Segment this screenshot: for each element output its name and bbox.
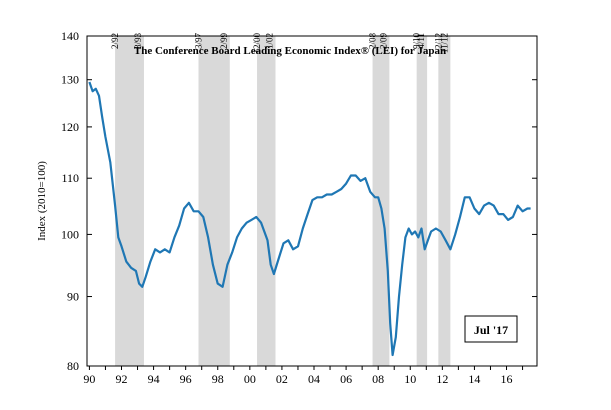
date-badge-box: [464, 315, 518, 343]
recession-date-label: 9/10: [412, 33, 422, 50]
chart-title: The Conference Board Leading Economic In…: [134, 45, 446, 57]
plot-frame: [86, 35, 538, 367]
x-tick-label: 06: [340, 372, 352, 386]
recession-date-label: 4/11: [416, 33, 426, 49]
x-tick-label: 96: [180, 372, 192, 386]
x-tick-label: 00: [244, 372, 256, 386]
date-badge-text: Jul '17: [474, 323, 508, 337]
recession-date-label: 2/08: [368, 33, 378, 50]
recession-band: [438, 36, 451, 366]
recession-band: [416, 36, 428, 366]
recession-bands: [115, 36, 451, 366]
x-tick-label: 94: [148, 372, 160, 386]
y-tick-label: 90: [67, 290, 79, 304]
recession-date-label: 2/09: [378, 33, 388, 50]
recession-date-label: 1/02: [265, 33, 275, 49]
recession-band: [115, 36, 144, 366]
x-tick-label: 16: [501, 372, 513, 386]
date-badge: Jul '17: [464, 315, 518, 343]
y-tick-label: 140: [61, 29, 79, 43]
x-tick-label: 12: [436, 372, 448, 386]
y-axis-label: Index (2010=100): [36, 161, 48, 241]
recession-labels: 2/92 8/93 3/97 2/99 12/00 1/02 2/08 2/09 9/104/1…: [110, 33, 449, 54]
recession-date-label: 3/97: [193, 33, 203, 50]
x-tick-label: 92: [115, 372, 127, 386]
recession-band: [257, 36, 276, 366]
x-tick-label: 08: [372, 372, 384, 386]
x-tick-label: 02: [276, 372, 288, 386]
recession-date-label: 11/12: [439, 33, 449, 53]
x-tick-label: 10: [404, 372, 416, 386]
y-tick-label: 100: [61, 227, 79, 241]
recession-band: [372, 36, 390, 366]
recession-date-label: 2/92: [110, 33, 120, 49]
x-tick-label: 04: [308, 372, 320, 386]
x-tick-label: 14: [468, 372, 480, 386]
x-axis: 90 92 94 96 98 00 02 04 06 08 10 12 14 16: [83, 366, 524, 386]
recession-date-label: 12/00: [252, 33, 262, 54]
recession-date-label: 2/12: [433, 33, 443, 49]
recession-date-label: 8/93: [133, 33, 143, 50]
y-tick-label: 110: [61, 171, 79, 185]
lei-line: [88, 81, 531, 357]
y-axis: 80 90 100 110 120 130 140: [61, 29, 537, 373]
x-tick-label: 98: [212, 372, 224, 386]
y-tick-label: 130: [61, 73, 79, 87]
y-tick-label: 120: [61, 120, 79, 134]
x-tick-label: 90: [83, 372, 95, 386]
recession-band: [198, 36, 230, 366]
recession-date-label: 2/99: [219, 33, 229, 50]
y-tick-label: 80: [67, 359, 79, 373]
